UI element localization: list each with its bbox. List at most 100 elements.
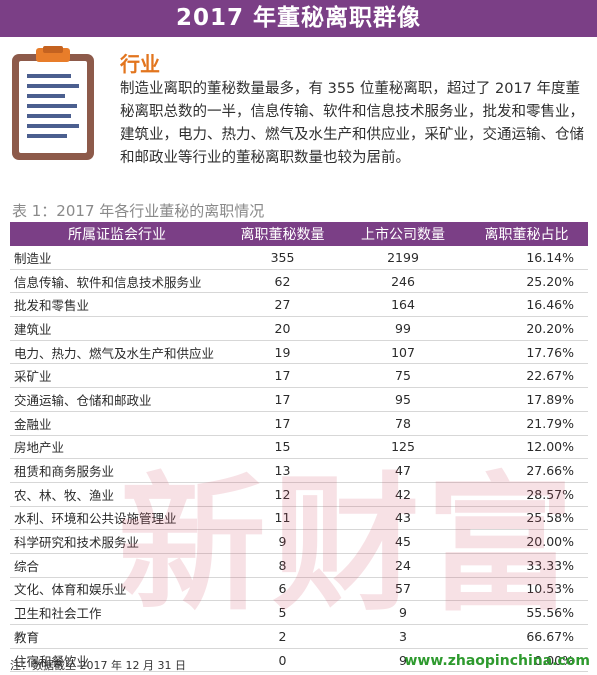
table-row: 水利、环境和公共设施管理业 11 43 25.58% [10, 506, 588, 531]
industry-cell: 文化、体育和娱乐业 [10, 577, 224, 602]
table-row: 采矿业 17 75 22.67% [10, 363, 588, 389]
departed-count-cell: 62 [224, 269, 341, 294]
company-count-cell: 42 [341, 482, 465, 507]
industry-cell: 交通运输、仓储和邮政业 [10, 387, 224, 412]
page-header: 2017 年董秘离职群像 [0, 0, 597, 37]
departed-count-cell: 17 [224, 363, 341, 389]
departed-count-cell: 19 [224, 340, 341, 365]
departed-count-cell: 5 [224, 600, 341, 625]
table-header-row: 所属证监会行业 离职董秘数量 上市公司数量 离职董秘占比 [10, 222, 588, 246]
ratio-cell: 20.20% [465, 316, 588, 341]
ratio-cell: 25.20% [465, 269, 588, 294]
industry-cell: 批发和零售业 [10, 292, 224, 318]
industry-cell: 卫生和社会工作 [10, 600, 224, 625]
table-row: 农、林、牧、渔业 12 42 28.57% [10, 482, 588, 507]
departed-count-cell: 17 [224, 411, 341, 436]
departed-count-cell: 8 [224, 553, 341, 578]
industry-cell: 科学研究和技术服务业 [10, 529, 224, 554]
company-count-cell: 164 [341, 292, 465, 318]
industry-cell: 信息传输、软件和信息技术服务业 [10, 269, 224, 294]
table-row: 文化、体育和娱乐业 6 57 10.53% [10, 577, 588, 602]
ratio-cell: 16.14% [465, 246, 588, 270]
ratio-cell: 33.33% [465, 553, 588, 578]
ratio-cell: 17.76% [465, 340, 588, 365]
industry-cell: 建筑业 [10, 316, 224, 341]
table-row: 制造业 355 2199 16.14% [10, 246, 588, 270]
departed-count-cell: 13 [224, 458, 341, 483]
ratio-cell: 21.79% [465, 411, 588, 436]
section-title: 行业 [120, 52, 160, 76]
industry-cell: 住宿和餐饮业 [10, 648, 224, 673]
table-row: 住宿和餐饮业 0 9 0.00% [10, 648, 588, 673]
industry-cell: 电力、热力、燃气及水生产和供应业 [10, 340, 224, 365]
table-caption: 表 1：2017 年各行业董秘的离职情况 [12, 202, 265, 220]
company-count-cell: 78 [341, 411, 465, 436]
footnote: 注：数据截至 2017 年 12 月 31 日 [10, 659, 186, 672]
column-header: 所属证监会行业 [10, 222, 224, 246]
clipboard-icon [12, 46, 94, 160]
company-count-cell: 9 [341, 648, 465, 673]
table-row: 租赁和商务服务业 13 47 27.66% [10, 458, 588, 483]
turnover-table: 所属证监会行业 离职董秘数量 上市公司数量 离职董秘占比 制造业 355 2199 1… [10, 222, 588, 673]
departed-count-cell: 6 [224, 577, 341, 602]
website-link[interactable]: www.zhaopinchina.com [404, 653, 591, 669]
industry-cell: 水利、环境和公共设施管理业 [10, 506, 224, 531]
industry-cell: 采矿业 [10, 363, 224, 389]
company-count-cell: 125 [341, 435, 465, 460]
departed-count-cell: 15 [224, 435, 341, 460]
industry-cell: 制造业 [10, 246, 224, 270]
departed-count-cell: 355 [224, 246, 341, 270]
table-row: 教育 2 3 66.67% [10, 624, 588, 649]
departed-count-cell: 9 [224, 529, 341, 554]
column-header: 离职董秘占比 [465, 222, 588, 246]
table-row: 金融业 17 78 21.79% [10, 411, 588, 436]
departed-count-cell: 12 [224, 482, 341, 507]
industry-cell: 房地产业 [10, 435, 224, 460]
industry-cell: 金融业 [10, 411, 224, 436]
table-row: 房地产业 15 125 12.00% [10, 435, 588, 460]
industry-cell: 教育 [10, 624, 224, 649]
table-row: 信息传输、软件和信息技术服务业 62 246 25.20% [10, 269, 588, 294]
table-row: 卫生和社会工作 5 9 55.56% [10, 600, 588, 625]
company-count-cell: 95 [341, 387, 465, 412]
departed-count-cell: 27 [224, 292, 341, 318]
departed-count-cell: 0 [224, 648, 341, 673]
departed-count-cell: 17 [224, 387, 341, 412]
ratio-cell: 12.00% [465, 435, 588, 460]
ratio-cell: 0.00% [465, 648, 588, 673]
company-count-cell: 107 [341, 340, 465, 365]
departed-count-cell: 20 [224, 316, 341, 341]
ratio-cell: 55.56% [465, 600, 588, 625]
company-count-cell: 2199 [341, 246, 465, 270]
ratio-cell: 20.00% [465, 529, 588, 554]
industry-cell: 农、林、牧、渔业 [10, 482, 224, 507]
column-header: 上市公司数量 [341, 222, 465, 246]
company-count-cell: 43 [341, 506, 465, 531]
table-row: 交通运输、仓储和邮政业 17 95 17.89% [10, 387, 588, 412]
company-count-cell: 24 [341, 553, 465, 578]
page-title: 2017 年董秘离职群像 [175, 5, 422, 31]
departed-count-cell: 11 [224, 506, 341, 531]
company-count-cell: 246 [341, 269, 465, 294]
table-row: 建筑业 20 99 20.20% [10, 316, 588, 341]
company-count-cell: 47 [341, 458, 465, 483]
company-count-cell: 3 [341, 624, 465, 649]
company-count-cell: 75 [341, 363, 465, 389]
company-count-cell: 57 [341, 577, 465, 602]
column-header: 离职董秘数量 [224, 222, 341, 246]
departed-count-cell: 2 [224, 624, 341, 649]
industry-cell: 租赁和商务服务业 [10, 458, 224, 483]
ratio-cell: 17.89% [465, 387, 588, 412]
table-row: 批发和零售业 27 164 16.46% [10, 292, 588, 318]
company-count-cell: 9 [341, 600, 465, 625]
ratio-cell: 16.46% [465, 292, 588, 318]
ratio-cell: 22.67% [465, 363, 588, 389]
table-row: 科学研究和技术服务业 9 45 20.00% [10, 529, 588, 554]
table-row: 综合 8 24 33.33% [10, 553, 588, 578]
ratio-cell: 25.58% [465, 506, 588, 531]
ratio-cell: 10.53% [465, 577, 588, 602]
table-row: 电力、热力、燃气及水生产和供应业 19 107 17.76% [10, 340, 588, 365]
company-count-cell: 45 [341, 529, 465, 554]
ratio-cell: 66.67% [465, 624, 588, 649]
section-paragraph: 制造业离职的董秘数量最多，有 355 位董秘离职，超过了 2017 年度董秘离职… [120, 81, 584, 166]
